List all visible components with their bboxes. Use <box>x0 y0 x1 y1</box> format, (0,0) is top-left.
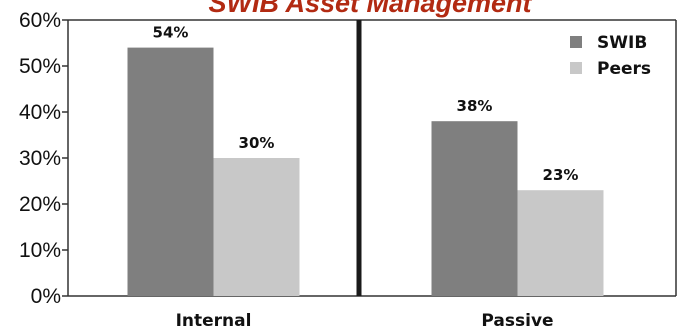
legend-label-peers: Peers <box>597 59 651 79</box>
data-label-peers-passive: 23% <box>543 166 579 184</box>
category-label-internal: Internal <box>176 311 252 331</box>
legend-swatch-peers <box>570 62 582 74</box>
data-labels: 54% 30% 38% 23% <box>153 24 579 185</box>
data-label-swib-internal: 54% <box>153 24 189 42</box>
y-tick-label: 20% <box>19 193 61 216</box>
y-tick-label: 40% <box>19 101 61 124</box>
legend-swatch-swib <box>570 36 582 48</box>
bar-swib-passive <box>431 121 518 296</box>
y-tick-label: 0% <box>31 285 61 308</box>
data-label-peers-internal: 30% <box>239 134 275 152</box>
legend: SWIB Peers <box>570 33 651 79</box>
data-label-swib-passive: 38% <box>457 97 493 115</box>
y-tick-label: 30% <box>19 147 61 170</box>
chart-title: SWIB Asset Management <box>208 0 532 18</box>
bar-peers-internal <box>213 158 300 296</box>
bar-swib-internal <box>127 47 214 296</box>
bar-peers-passive <box>517 190 604 296</box>
bars <box>127 47 604 296</box>
x-axis: Internal Passive <box>176 311 554 331</box>
y-axis: 0% 10% 20% 30% 40% 50% 60% <box>19 9 68 308</box>
category-label-passive: Passive <box>481 311 553 331</box>
legend-label-swib: SWIB <box>597 33 647 53</box>
y-tick-label: 60% <box>19 9 61 32</box>
y-tick-label: 50% <box>19 55 61 78</box>
y-tick-label: 10% <box>19 239 61 262</box>
